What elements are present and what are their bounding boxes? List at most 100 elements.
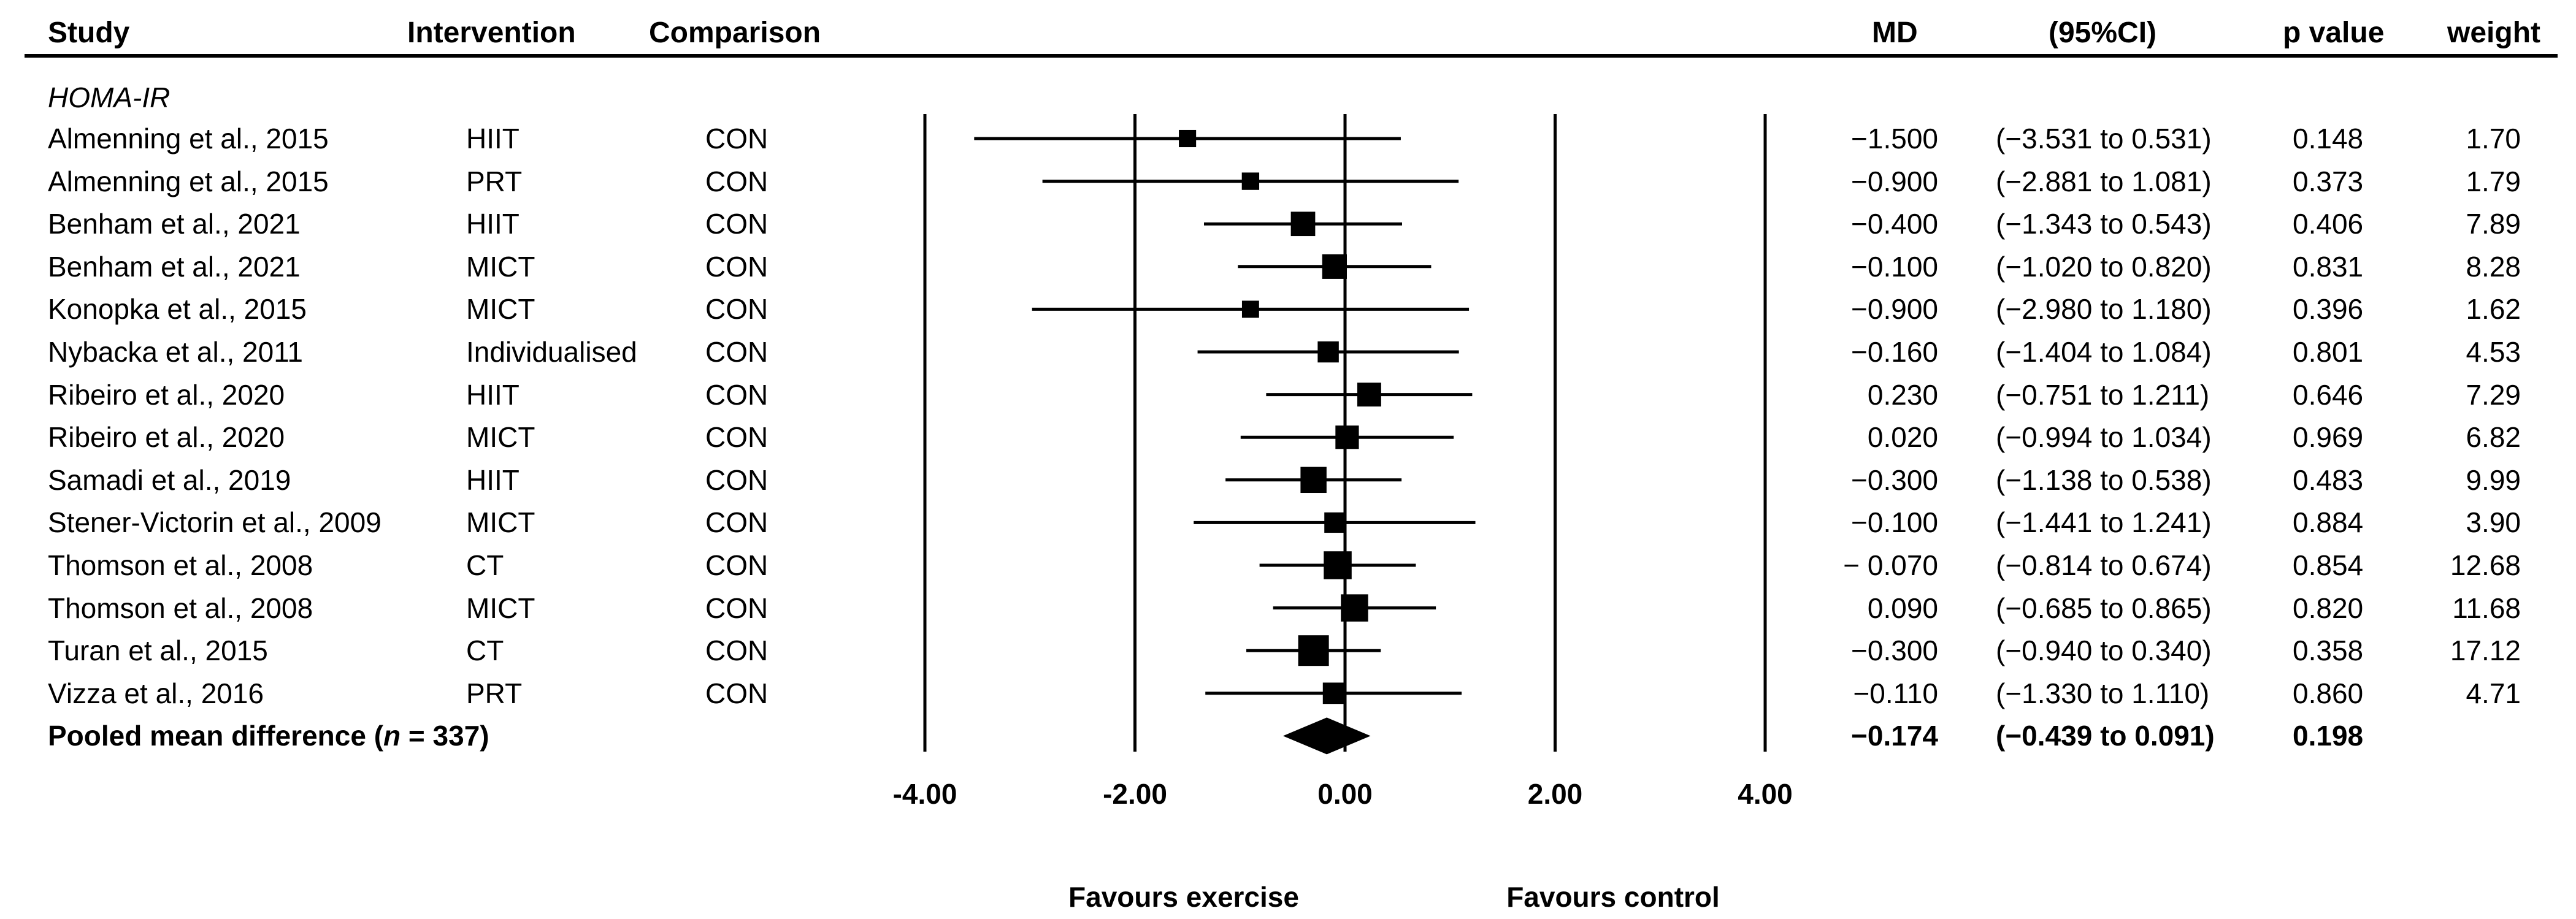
row-intervention: PRT — [466, 677, 523, 709]
row-ci: (−0.751 to 1.211) — [1996, 378, 2210, 411]
x-tick-label: -2.00 — [1103, 778, 1167, 810]
row-weight: 1.79 — [2466, 165, 2521, 197]
row-p-value: 0.884 — [2293, 506, 2364, 539]
point-estimate-marker — [1298, 635, 1329, 666]
row-md: −0.900 — [1851, 165, 1938, 197]
row-ci: (−1.020 to 0.820) — [1996, 250, 2212, 283]
row-weight: 11.68 — [2452, 592, 2521, 624]
row-intervention: CT — [466, 549, 504, 581]
row-weight: 1.70 — [2466, 123, 2521, 154]
row-md: −1.500 — [1851, 123, 1938, 154]
row-ci: (−3.531 to 0.531) — [1996, 123, 2212, 154]
row-study: Vizza et al., 2016 — [48, 677, 264, 709]
row-ci: (−1.330 to 1.110) — [1996, 677, 2210, 709]
x-tick-label: 2.00 — [1528, 778, 1583, 810]
row-study: Almenning et al., 2015 — [48, 165, 329, 197]
row-ci: (−2.881 to 1.081) — [1996, 165, 2212, 197]
row-p-value: 0.483 — [2293, 463, 2364, 496]
row-study: Almenning et al., 2015 — [48, 123, 329, 154]
row-study: Thomson et al., 2008 — [48, 549, 313, 581]
row-intervention: CT — [466, 635, 504, 667]
row-md: −0.110 — [1853, 677, 1938, 709]
pooled-md: −0.174 — [1851, 720, 1938, 752]
row-comparison: CON — [705, 463, 769, 496]
row-intervention: HIIT — [466, 208, 519, 240]
row-ci: (−1.138 to 0.538) — [1996, 463, 2212, 496]
x-tick-label: 0.00 — [1317, 778, 1373, 810]
row-study: Benham et al., 2021 — [48, 250, 301, 283]
row-intervention: MICT — [466, 421, 535, 454]
row-md: −0.100 — [1851, 250, 1938, 283]
row-p-value: 0.373 — [2293, 165, 2364, 197]
row-p-value: 0.860 — [2293, 677, 2364, 709]
row-comparison: CON — [705, 549, 769, 581]
point-estimate-marker — [1290, 212, 1316, 237]
row-weight: 17.12 — [2450, 635, 2521, 667]
point-estimate-marker — [1335, 425, 1359, 449]
row-intervention: MICT — [466, 293, 535, 326]
header-study: Study — [48, 17, 130, 49]
point-estimate-marker — [1241, 172, 1260, 190]
pooled-label-prefix: Pooled mean difference ( — [48, 720, 384, 752]
header-comparison: Comparison — [649, 17, 821, 49]
row-weight: 12.68 — [2450, 549, 2521, 581]
row-comparison: CON — [705, 336, 769, 368]
pooled-label-n: n — [383, 720, 401, 752]
row-study: Ribeiro et al., 2020 — [48, 378, 285, 411]
row-comparison: CON — [705, 378, 769, 411]
row-ci: (−0.940 to 0.340) — [1996, 635, 2212, 667]
point-estimate-marker — [1324, 512, 1345, 533]
header-p-value: p value — [2283, 17, 2385, 49]
row-intervention: HIIT — [466, 463, 519, 496]
row-p-value: 0.969 — [2293, 421, 2364, 454]
row-intervention: PRT — [466, 165, 523, 197]
row-md: −0.100 — [1851, 506, 1938, 539]
row-comparison: CON — [705, 421, 769, 454]
point-estimate-marker — [1317, 341, 1339, 363]
row-p-value: 0.406 — [2293, 208, 2364, 240]
row-p-value: 0.358 — [2293, 635, 2364, 667]
favours-control-label: Favours control — [1506, 881, 1720, 913]
x-tick-label: 4.00 — [1738, 778, 1793, 810]
x-tick-label: -4.00 — [893, 778, 957, 810]
row-study: Ribeiro et al., 2020 — [48, 421, 285, 454]
row-ci: (−2.980 to 1.180) — [1996, 293, 2212, 326]
row-p-value: 0.396 — [2293, 293, 2364, 326]
row-study: Samadi et al., 2019 — [48, 463, 291, 496]
point-estimate-marker — [1341, 594, 1368, 622]
row-study: Stener-Victorin et al., 2009 — [48, 506, 381, 539]
row-ci: (−0.814 to 0.674) — [1996, 549, 2212, 581]
row-md: 0.090 — [1867, 592, 1938, 624]
row-study: Turan et al., 2015 — [48, 635, 268, 667]
row-weight: 3.90 — [2466, 506, 2521, 539]
pooled-p-value: 0.198 — [2293, 720, 2364, 752]
row-weight: 1.62 — [2466, 293, 2521, 326]
pooled-label-suffix: = 337) — [401, 720, 489, 752]
row-md: 0.230 — [1867, 378, 1938, 411]
row-intervention: HIIT — [466, 123, 519, 154]
header-md: MD — [1872, 17, 1918, 49]
row-p-value: 0.831 — [2293, 250, 2364, 283]
row-md: −0.300 — [1851, 463, 1938, 496]
row-study: Konopka et al., 2015 — [48, 293, 307, 326]
row-weight: 4.71 — [2466, 677, 2521, 709]
row-ci: (−1.441 to 1.241) — [1996, 506, 2212, 539]
point-estimate-marker — [1357, 383, 1381, 407]
row-md: −0.160 — [1851, 336, 1938, 368]
row-p-value: 0.646 — [2293, 378, 2364, 411]
row-comparison: CON — [705, 506, 769, 539]
row-comparison: CON — [705, 677, 769, 709]
point-estimate-marker — [1179, 129, 1197, 148]
row-intervention: MICT — [466, 592, 535, 624]
row-md: −0.300 — [1851, 635, 1938, 667]
row-ci: (−1.343 to 0.543) — [1996, 208, 2212, 240]
point-estimate-marker — [1322, 682, 1344, 704]
row-intervention: Individualised — [466, 336, 637, 368]
pooled-ci: (−0.439 to 0.091) — [1996, 720, 2215, 752]
row-p-value: 0.854 — [2293, 549, 2364, 581]
favours-exercise-label: Favours exercise — [1068, 881, 1299, 913]
row-weight: 7.29 — [2466, 378, 2521, 411]
row-p-value: 0.820 — [2293, 592, 2364, 624]
